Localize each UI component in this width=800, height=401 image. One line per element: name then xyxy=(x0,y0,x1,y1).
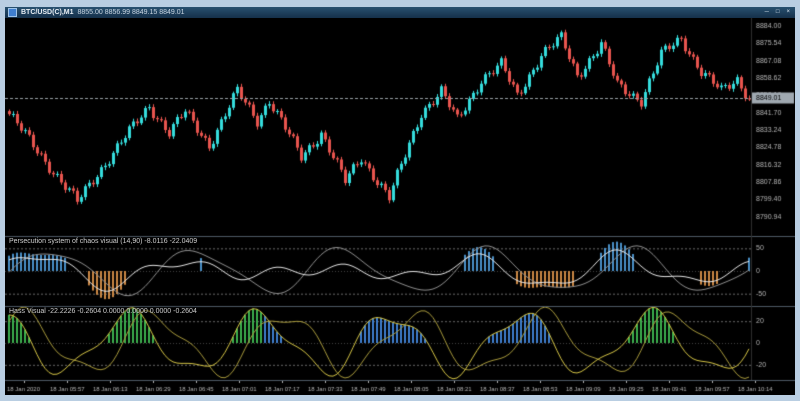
chart-title-bar: BTC/USD(C),M1 8855.00 8856.99 8849.15 88… xyxy=(5,7,795,18)
close-button[interactable]: × xyxy=(786,9,790,15)
minimize-button[interactable]: ─ xyxy=(764,9,769,15)
restore-button[interactable]: □ xyxy=(775,9,780,15)
chart-window: BTC/USD(C),M1 8855.00 8856.99 8849.15 88… xyxy=(5,7,795,395)
window-controls: ─ □ × xyxy=(763,9,792,16)
chart-canvas[interactable] xyxy=(5,18,795,395)
ohlc-quote: 8855.00 8856.99 8849.15 8849.01 xyxy=(77,9,185,16)
chart-icon xyxy=(8,8,17,17)
symbol-timeframe-label: BTC/USD(C),M1 xyxy=(21,9,74,16)
